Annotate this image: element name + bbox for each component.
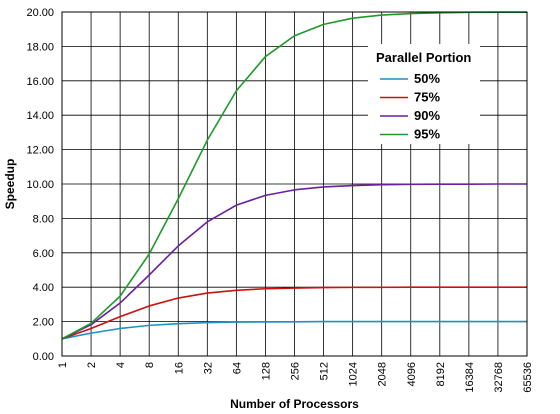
x-tick-label: 256 xyxy=(290,362,302,380)
legend: Parallel Portion 50% 75% 90% 95% xyxy=(368,44,480,144)
x-tick-label: 32768 xyxy=(493,362,505,393)
y-tick-label: 14.00 xyxy=(26,110,54,122)
x-tick-label: 64 xyxy=(231,362,243,374)
y-axis-title: Speedup xyxy=(3,159,17,210)
plot-frame xyxy=(61,11,528,357)
y-axis-ticks: 0.00 2.00 4.00 6.00 8.00 10.00 12.00 14.00 16.00… xyxy=(26,7,54,363)
y-tick-label: 18.00 xyxy=(26,41,54,53)
x-tick-label: 512 xyxy=(319,362,331,380)
x-tick-label: 4 xyxy=(115,362,127,368)
legend-box xyxy=(368,44,480,144)
series-line-95-percent xyxy=(61,11,527,340)
series-line-75-percent xyxy=(61,286,527,340)
legend-label: 90% xyxy=(414,108,440,123)
y-tick-label: 2.00 xyxy=(33,317,54,329)
y-tick-label: 10.00 xyxy=(26,179,54,191)
series-line-50-percent xyxy=(61,320,527,340)
series-line-90-percent xyxy=(61,183,527,340)
legend-label: 75% xyxy=(414,90,440,105)
x-tick-label: 1024 xyxy=(348,362,360,386)
x-tick-label: 16384 xyxy=(464,362,476,393)
x-tick-label: 4096 xyxy=(406,362,418,386)
x-tick-label: 1 xyxy=(57,362,69,368)
x-tick-label: 32 xyxy=(202,362,214,374)
x-tick-label: 8 xyxy=(144,362,156,368)
x-axis-ticks: 1 2 4 8 16 32 64 128 256 512 1024 2048 4096 8192 16384… xyxy=(57,362,534,393)
y-tick-label: 20.00 xyxy=(26,7,54,19)
legend-label: 95% xyxy=(414,127,440,142)
y-tick-label: 4.00 xyxy=(33,282,54,294)
x-tick-label: 2 xyxy=(86,362,98,368)
x-tick-label: 16 xyxy=(173,362,185,374)
x-tick-label: 65536 xyxy=(522,362,534,393)
y-tick-label: 0.00 xyxy=(33,351,54,363)
x-tick-label: 8192 xyxy=(435,362,447,386)
series-group xyxy=(61,11,527,340)
y-tick-label: 6.00 xyxy=(33,248,54,260)
x-tick-label: 128 xyxy=(260,362,272,380)
x-axis-title: Number of Processors xyxy=(230,397,359,411)
y-tick-label: 8.00 xyxy=(33,213,54,225)
x-tick-label: 2048 xyxy=(377,362,389,386)
legend-label: 50% xyxy=(414,71,440,86)
legend-title: Parallel Portion xyxy=(376,50,471,65)
y-tick-label: 12.00 xyxy=(26,145,54,157)
y-tick-label: 16.00 xyxy=(26,76,54,88)
